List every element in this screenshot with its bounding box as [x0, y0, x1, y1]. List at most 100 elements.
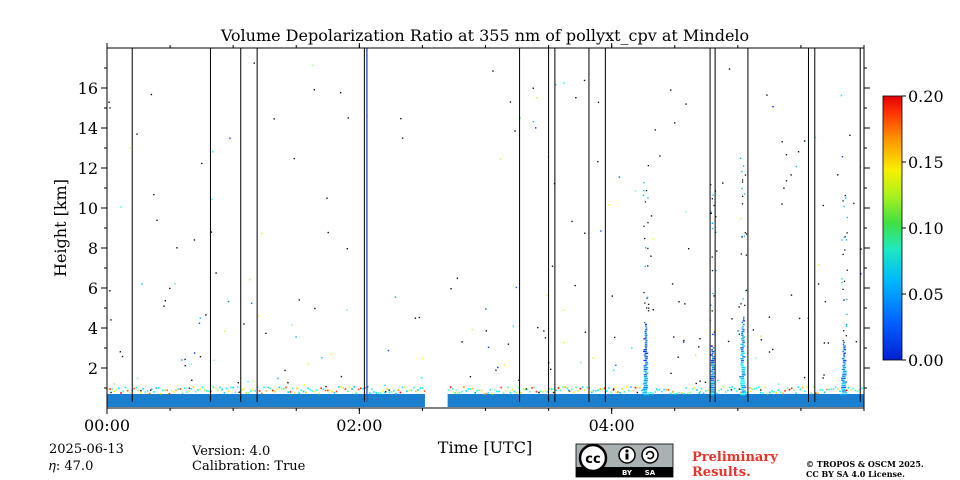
- plume-pixel: [740, 354, 744, 356]
- noise-speck: [836, 174, 839, 176]
- plume-pixel: [741, 390, 746, 392]
- plume-speck: [745, 233, 748, 235]
- boundary-layer-edge-pixel: [254, 389, 256, 392]
- boundary-layer-edge-pixel: [795, 392, 797, 395]
- boundary-layer-edge-pixel: [764, 386, 767, 389]
- plume-pixel: [643, 376, 648, 378]
- boundary-layer-segment: [107, 394, 425, 407]
- plume-pixel: [709, 386, 715, 389]
- noise-speck: [840, 94, 843, 97]
- colorbar-tick-label: 0.00: [908, 351, 944, 370]
- boundary-layer-edge-pixel: [619, 392, 621, 394]
- boundary-layer-edge-pixel: [289, 391, 292, 393]
- boundary-layer-edge-pixel: [612, 389, 615, 391]
- plume-pixel: [842, 392, 847, 394]
- noise-speck: [420, 376, 423, 379]
- chart-title: Volume Depolarization Ratio at 355 nm of…: [220, 26, 749, 45]
- plume-pixel: [743, 316, 745, 318]
- noise-speck: [253, 62, 255, 64]
- boundary-layer-edge-pixel: [458, 391, 461, 394]
- boundary-layer-edge-pixel: [768, 391, 771, 394]
- noise-speck: [495, 369, 497, 371]
- boundary-layer-edge-pixel: [614, 386, 617, 388]
- boundary-layer-edge-pixel: [452, 388, 454, 390]
- boundary-layer-edge-pixel: [577, 390, 580, 392]
- boundary-layer-edge-pixel: [808, 391, 811, 394]
- boundary-layer-edge-pixel: [186, 391, 188, 393]
- boundary-layer-edge-pixel: [621, 387, 624, 390]
- boundary-layer-edge-pixel: [368, 392, 371, 395]
- plume-pixel: [841, 390, 846, 392]
- noise-speck: [169, 287, 171, 290]
- plume-speck: [741, 179, 744, 181]
- boundary-layer-edge-pixel: [779, 391, 782, 393]
- plume-speck: [647, 303, 650, 305]
- plume-pixel: [643, 350, 647, 353]
- plume-pixel: [643, 368, 648, 371]
- noise-speck: [803, 376, 806, 379]
- noise-speck: [750, 390, 752, 393]
- boundary-layer-edge-pixel: [173, 391, 175, 393]
- boundary-layer-edge-pixel: [782, 392, 784, 395]
- boundary-layer-edge-pixel: [164, 389, 166, 392]
- boundary-layer-edge-pixel: [199, 388, 201, 390]
- boundary-layer-edge-pixel: [511, 389, 514, 391]
- boundary-layer-edge-pixel: [269, 387, 272, 390]
- plume-pixel: [642, 383, 647, 385]
- noise-speck: [340, 375, 343, 378]
- boundary-layer-edge-pixel: [395, 392, 397, 395]
- plume-pixel: [741, 340, 745, 342]
- plume-pixel: [742, 320, 746, 322]
- noise-speck: [211, 151, 214, 153]
- boundary-layer-edge-pixel: [727, 389, 729, 392]
- plume-speck: [742, 165, 745, 167]
- boundary-layer-edge-pixel: [738, 388, 740, 390]
- plume-speck: [843, 236, 845, 238]
- boundary-layer-edge-pixel: [799, 388, 802, 391]
- plume-pixel: [741, 334, 744, 336]
- noise-speck: [193, 239, 196, 241]
- noise-speck: [567, 389, 570, 391]
- boundary-layer-edge-pixel: [555, 389, 558, 392]
- noise-speck: [191, 379, 193, 381]
- profile-lines: [131, 48, 861, 402]
- noise-speck: [554, 84, 557, 86]
- boundary-layer-edge-pixel: [599, 388, 602, 390]
- boundary-layer-edge-pixel: [696, 389, 698, 391]
- noise-speck: [485, 330, 488, 332]
- noise-speck: [845, 197, 847, 199]
- plume-speck: [712, 292, 714, 295]
- boundary-layer-edge-pixel: [654, 391, 657, 393]
- noise-speck: [817, 283, 820, 285]
- boundary-layer-edge-pixel: [320, 387, 322, 390]
- plume-speck: [647, 165, 650, 167]
- plume-pixel: [742, 323, 745, 326]
- plume-speck: [715, 269, 717, 272]
- boundary-layer-edge-pixel: [415, 390, 417, 393]
- plume-pixel: [740, 385, 746, 387]
- noise-speck: [777, 383, 780, 385]
- plume-speck: [845, 335, 847, 337]
- plume-speck: [712, 194, 714, 196]
- y-tick-label: 2: [88, 359, 98, 378]
- noise-speck: [295, 336, 297, 338]
- plume-pixel: [741, 370, 745, 372]
- plume-speck: [841, 281, 843, 284]
- plume-pixel: [741, 327, 744, 329]
- boundary-layer-edge-pixel: [797, 386, 800, 388]
- footer-date: 2025-06-13: [49, 442, 124, 457]
- noise-speck: [670, 372, 672, 375]
- plume-pixel: [740, 388, 745, 390]
- plume-speck: [643, 189, 645, 192]
- plume-speck: [841, 239, 843, 241]
- plume-pixel: [740, 361, 744, 363]
- plume-speck: [644, 265, 646, 268]
- plume-speck: [845, 325, 847, 327]
- plume-pixel: [710, 392, 715, 394]
- boundary-layer-edge-pixel: [533, 386, 536, 389]
- plume-pixel: [710, 359, 715, 362]
- noise-speck: [551, 265, 554, 267]
- noise-speck: [174, 282, 176, 285]
- noise-speck: [597, 101, 600, 104]
- boundary-layer-edge-pixel: [311, 389, 314, 392]
